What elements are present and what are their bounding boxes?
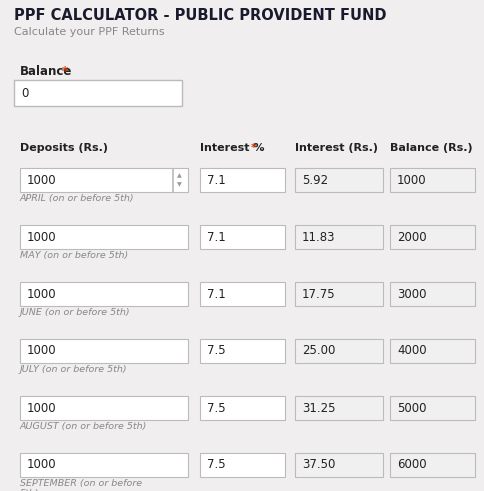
- Text: ▲: ▲: [176, 173, 181, 179]
- Bar: [14, 80, 182, 106]
- Text: JULY (on or before 5th): JULY (on or before 5th): [20, 365, 127, 374]
- Text: SEPTEMBER (on or before
5th): SEPTEMBER (on or before 5th): [20, 479, 142, 491]
- Text: 1000: 1000: [27, 288, 57, 300]
- Text: 25.00: 25.00: [302, 345, 334, 357]
- Bar: [20, 225, 188, 249]
- Text: 1000: 1000: [27, 345, 57, 357]
- Bar: [199, 225, 285, 249]
- Bar: [389, 225, 474, 249]
- Text: 4000: 4000: [396, 345, 426, 357]
- Bar: [20, 453, 188, 477]
- Text: 31.25: 31.25: [302, 402, 335, 414]
- Text: Balance (Rs.): Balance (Rs.): [389, 143, 471, 153]
- Text: 1000: 1000: [27, 230, 57, 244]
- Text: Interest (Rs.): Interest (Rs.): [294, 143, 377, 153]
- Text: 7.1: 7.1: [207, 173, 225, 187]
- Bar: [294, 453, 382, 477]
- Text: 6000: 6000: [396, 459, 426, 471]
- Bar: [199, 282, 285, 306]
- Bar: [199, 396, 285, 420]
- Bar: [172, 168, 173, 192]
- Bar: [294, 339, 382, 363]
- Bar: [199, 453, 285, 477]
- Bar: [199, 339, 285, 363]
- Text: PPF CALCULATOR - PUBLIC PROVIDENT FUND: PPF CALCULATOR - PUBLIC PROVIDENT FUND: [14, 8, 386, 23]
- Text: Calculate your PPF Returns: Calculate your PPF Returns: [14, 27, 164, 37]
- Text: 3000: 3000: [396, 288, 425, 300]
- Text: 37.50: 37.50: [302, 459, 334, 471]
- Text: Balance: Balance: [20, 65, 72, 78]
- Text: 5.92: 5.92: [302, 173, 328, 187]
- Text: JUNE (on or before 5th): JUNE (on or before 5th): [20, 308, 130, 317]
- Bar: [10, 128, 474, 486]
- Text: APRIL (on or before 5th): APRIL (on or before 5th): [20, 194, 135, 203]
- Text: MAY (on or before 5th): MAY (on or before 5th): [20, 251, 128, 260]
- Text: 0: 0: [21, 86, 29, 100]
- Bar: [389, 282, 474, 306]
- Bar: [294, 225, 382, 249]
- Text: *: *: [251, 143, 257, 153]
- Text: 7.5: 7.5: [207, 345, 225, 357]
- Bar: [20, 339, 188, 363]
- Text: ▼: ▼: [176, 183, 181, 188]
- Text: 11.83: 11.83: [302, 230, 335, 244]
- Text: *: *: [62, 65, 68, 78]
- Text: 1000: 1000: [27, 173, 57, 187]
- Bar: [20, 168, 188, 192]
- Text: Deposits (Rs.): Deposits (Rs.): [20, 143, 108, 153]
- Text: 1000: 1000: [27, 459, 57, 471]
- Bar: [389, 396, 474, 420]
- Bar: [294, 282, 382, 306]
- Text: 7.1: 7.1: [207, 288, 225, 300]
- Text: 5000: 5000: [396, 402, 425, 414]
- Text: 7.1: 7.1: [207, 230, 225, 244]
- Text: 2000: 2000: [396, 230, 426, 244]
- Text: 1000: 1000: [396, 173, 426, 187]
- Text: 1000: 1000: [27, 402, 57, 414]
- Bar: [20, 396, 188, 420]
- Bar: [294, 168, 382, 192]
- Bar: [199, 168, 285, 192]
- Text: 7.5: 7.5: [207, 402, 225, 414]
- Text: 17.75: 17.75: [302, 288, 335, 300]
- Text: 7.5: 7.5: [207, 459, 225, 471]
- Text: Interest %: Interest %: [199, 143, 264, 153]
- Bar: [20, 282, 188, 306]
- Bar: [389, 339, 474, 363]
- Text: AUGUST (on or before 5th): AUGUST (on or before 5th): [20, 422, 147, 431]
- Bar: [294, 396, 382, 420]
- Bar: [389, 168, 474, 192]
- Bar: [389, 453, 474, 477]
